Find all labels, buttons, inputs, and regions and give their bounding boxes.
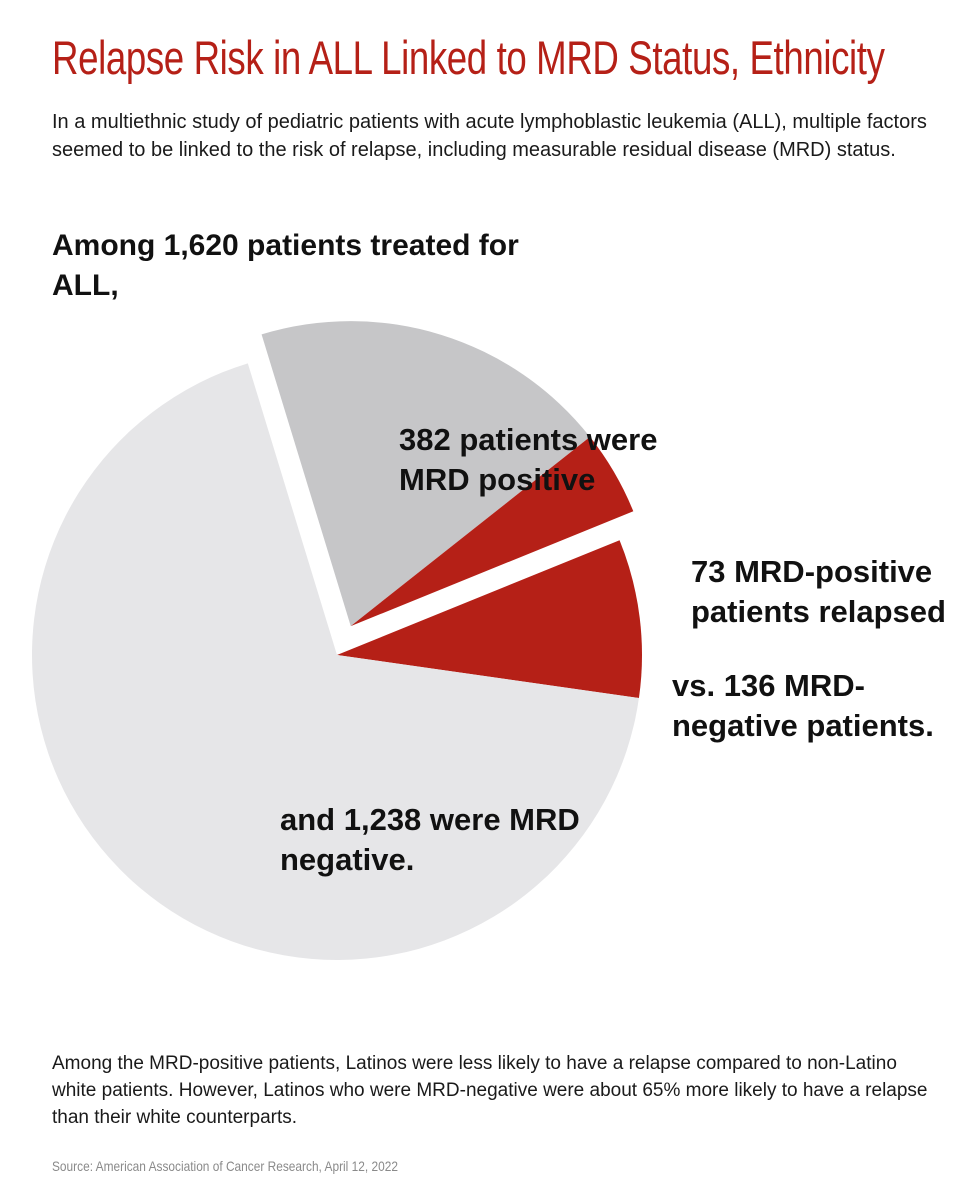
label-mrd-positive: 382 patients were MRD positive [399, 422, 658, 497]
slice-mrd-positive-relapsed [350, 436, 634, 627]
slice-mrd-positive [261, 321, 590, 627]
intro-text: In a multiethnic study of pediatric pati… [52, 111, 927, 161]
label-mrd-negative: and 1,238 were MRD negative. [280, 802, 580, 877]
source-note: Source: American Association of Cancer R… [52, 1158, 398, 1174]
slice-mrd-negative-relapsed [337, 540, 642, 699]
slice-mrd-negative [31, 363, 639, 961]
closing-text: Among the MRD-positive patients, Latinos… [52, 1053, 928, 1128]
label-mrd-positive-relapsed: 73 MRD-positive patients relapsed [691, 554, 946, 629]
pie-chart [31, 321, 642, 961]
chart-title: Relapse Risk in ALL Linked to MRD Status… [52, 31, 885, 84]
lead-text: Among 1,620 patients treated for ALL, [52, 229, 519, 302]
label-mrd-negative-relapsed: vs. 136 MRD-negative patients. [672, 668, 934, 743]
